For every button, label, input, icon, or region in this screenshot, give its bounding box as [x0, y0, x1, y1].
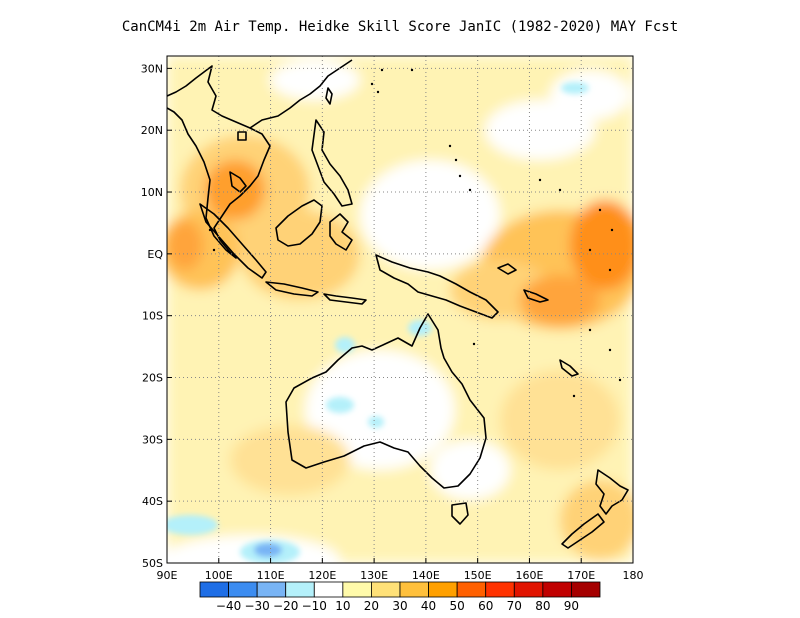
- colorbar-swatch: [313, 581, 344, 598]
- colorbar-swatch: [513, 581, 544, 598]
- lon-label: 100E: [205, 569, 233, 582]
- nz-south-island: [561, 513, 605, 549]
- lat-label: 50S: [142, 557, 163, 570]
- colorbar-swatch: [428, 581, 458, 598]
- sulawesi-coast: [329, 213, 353, 251]
- graticule: [167, 56, 633, 563]
- lon-label: 90E: [157, 569, 178, 582]
- taiwan-coast: [325, 87, 333, 105]
- colorbar-swatch: [542, 581, 572, 598]
- plot-frame: [166, 55, 634, 564]
- lesser-sunda-coast: [323, 293, 367, 305]
- island-dots: [208, 68, 622, 398]
- colorbar-label: 70: [507, 599, 522, 613]
- skill-field: [167, 56, 633, 563]
- asia-mainland-coast: [167, 65, 271, 259]
- colorbar-swatch: [285, 581, 315, 598]
- colorbar-label: 90: [564, 599, 579, 613]
- chart-title: CanCM4i 2m Air Temp. Heidke Skill Score …: [121, 19, 679, 35]
- colorbar-swatch: [228, 581, 258, 598]
- lat-label: EQ: [147, 248, 163, 261]
- lon-label: 160E: [515, 569, 543, 582]
- lon-label: 170E: [567, 569, 595, 582]
- nz-north-island: [595, 469, 629, 515]
- colorbar-label: −30: [244, 599, 269, 613]
- colorbar: −40 −30 −20 −10 10 20 30 40 50 60 70 80 90: [199, 581, 601, 613]
- colorbar-swatch: [485, 581, 515, 598]
- tasmania-coast: [451, 502, 469, 525]
- lat-label: 30S: [142, 433, 163, 446]
- lon-label: 180: [623, 569, 644, 582]
- colorbar-label: −10: [302, 599, 327, 613]
- lat-label: 20N: [141, 124, 163, 137]
- lon-label: 140E: [412, 569, 440, 582]
- java-coast: [265, 281, 319, 297]
- colorbar-swatch: [199, 581, 229, 598]
- colorbar-swatch: [371, 581, 401, 598]
- gulf-thailand-coast: [229, 171, 247, 193]
- lat-label: 30N: [141, 62, 163, 75]
- lon-label: 150E: [464, 569, 492, 582]
- colorbar-swatch: [256, 581, 287, 598]
- lon-label: 110E: [257, 569, 285, 582]
- colorbar-label: −20: [273, 599, 298, 613]
- colorbar-swatch: [571, 581, 601, 598]
- lat-label: 20S: [142, 372, 163, 385]
- solomon-islands: [523, 289, 549, 303]
- colorbar-label: 10: [335, 599, 350, 613]
- new-guinea-coast: [375, 254, 499, 319]
- bismarck-islands: [497, 263, 517, 275]
- borneo-coast: [275, 199, 323, 247]
- colorbar-label: 60: [478, 599, 493, 613]
- colorbar-swatch: [399, 581, 429, 598]
- axes: 90E 100E 110E 120E 130E 140E 150E 160E 170E 180 30…: [141, 62, 644, 582]
- hainan-coast: [237, 131, 247, 141]
- china-coast: [249, 59, 353, 129]
- new-caledonia: [559, 359, 579, 377]
- colorbar-label: 50: [450, 599, 465, 613]
- colorbar-label: 30: [392, 599, 407, 613]
- colorbar-label: −40: [216, 599, 241, 613]
- lat-label: 10S: [142, 310, 163, 323]
- colorbar-label: 40: [421, 599, 436, 613]
- colorbar-label: 80: [535, 599, 550, 613]
- colorbar-label: 20: [364, 599, 379, 613]
- lat-label: 10N: [141, 186, 163, 199]
- philippines-coast: [311, 119, 353, 207]
- colorbar-swatch: [342, 581, 372, 598]
- lat-label: 40S: [142, 495, 163, 508]
- lon-label: 120E: [308, 569, 336, 582]
- lon-label: 130E: [360, 569, 388, 582]
- colorbar-swatch: [456, 581, 487, 598]
